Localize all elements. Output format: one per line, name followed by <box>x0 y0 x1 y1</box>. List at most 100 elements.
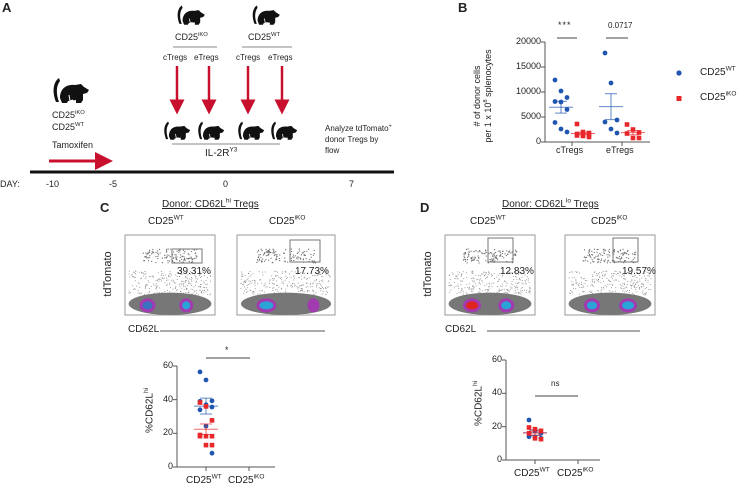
event-dot <box>326 292 328 294</box>
event-dot <box>320 285 322 287</box>
event-dot <box>485 255 487 257</box>
event-dot <box>246 279 248 281</box>
event-dot <box>304 255 306 257</box>
event-dot <box>185 292 187 294</box>
event-dot <box>615 256 617 258</box>
data-point-wt <box>209 398 215 404</box>
d-plot-title-wt: CD25WT <box>470 214 506 227</box>
event-dot <box>515 282 517 284</box>
density-core <box>466 301 478 310</box>
event-dot <box>624 278 626 280</box>
event-dot <box>158 248 161 250</box>
event-dot <box>622 285 624 287</box>
event-dot <box>205 280 207 282</box>
event-dot <box>305 286 307 288</box>
event-dot <box>257 251 259 253</box>
event-dot <box>633 282 635 284</box>
event-dot <box>601 288 603 290</box>
event-dot <box>316 286 318 288</box>
event-dot <box>619 270 621 272</box>
event-dot <box>186 288 188 290</box>
event-dot <box>260 279 262 281</box>
event-dot <box>261 250 263 252</box>
event-dot <box>169 291 171 293</box>
event-dot <box>584 256 586 259</box>
event-dot <box>591 281 593 283</box>
event-dot <box>156 286 158 288</box>
event-dot <box>645 279 647 281</box>
event-dot <box>243 284 245 286</box>
event-dot <box>176 276 178 278</box>
event-dot <box>243 282 245 284</box>
event-dot <box>275 275 277 277</box>
event-dot <box>169 287 171 289</box>
event-dot <box>141 277 143 279</box>
event-dot <box>477 255 479 257</box>
event-dot <box>621 276 623 278</box>
event-dot <box>163 275 165 277</box>
event-dot <box>165 251 168 253</box>
ytick-label: 40 <box>491 387 502 398</box>
event-dot <box>462 293 464 295</box>
event-dot <box>604 259 606 261</box>
event-dot <box>241 271 243 273</box>
event-dot <box>300 272 302 274</box>
event-dot <box>209 272 211 274</box>
event-dot <box>636 291 638 293</box>
event-dot <box>631 280 633 282</box>
event-dot <box>481 273 483 275</box>
event-dot <box>298 285 300 287</box>
event-dot <box>257 283 259 285</box>
event-dot <box>184 285 186 287</box>
event-dot <box>207 271 209 273</box>
event-dot <box>529 290 531 292</box>
event-dot <box>197 294 199 296</box>
event-dot <box>200 276 202 278</box>
event-dot <box>573 287 575 289</box>
event-dot <box>592 274 594 276</box>
event-dot <box>528 282 530 284</box>
event-dot <box>603 286 605 288</box>
event-dot <box>472 277 474 279</box>
event-dot <box>186 278 188 280</box>
event-dot <box>166 289 168 291</box>
event-dot <box>499 250 501 252</box>
event-dot <box>643 283 645 285</box>
event-dot <box>505 255 507 257</box>
event-dot <box>249 280 251 282</box>
event-dot <box>268 283 270 285</box>
event-dot <box>596 290 598 292</box>
event-dot <box>249 289 251 291</box>
event-dot <box>145 287 147 289</box>
event-dot <box>586 280 588 282</box>
event-dot <box>625 257 628 259</box>
event-dot <box>471 271 473 273</box>
event-dot <box>637 282 639 284</box>
event-dot <box>634 279 636 281</box>
ytick-label: 20000 <box>515 36 541 46</box>
event-dot <box>306 250 308 252</box>
event-dot <box>133 287 135 289</box>
event-dot <box>620 256 623 258</box>
event-dot <box>529 289 531 291</box>
event-dot <box>142 252 144 254</box>
event-dot <box>202 290 204 292</box>
event-dot <box>328 286 330 288</box>
event-dot <box>291 285 293 287</box>
event-dot <box>583 286 585 288</box>
c-gate-percent-iko: 17.73% <box>295 266 329 277</box>
event-dot <box>478 262 480 264</box>
event-dot <box>275 270 277 272</box>
event-dot <box>249 283 251 285</box>
event-dot <box>303 254 305 256</box>
event-dot <box>164 291 166 293</box>
event-dot <box>290 276 292 278</box>
event-dot <box>498 280 500 282</box>
data-point-wt <box>608 126 614 132</box>
event-dot <box>479 279 481 281</box>
event-dot <box>194 273 196 275</box>
event-dot <box>151 253 153 255</box>
event-dot <box>173 279 175 281</box>
event-dot <box>451 285 453 287</box>
event-dot <box>647 279 649 281</box>
